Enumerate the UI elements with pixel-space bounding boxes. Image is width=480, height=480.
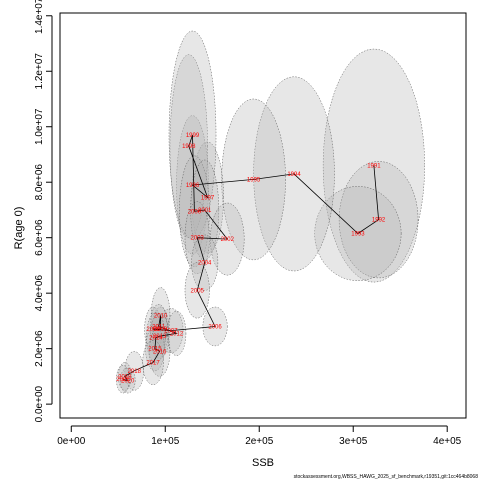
year-label-2013: 2013	[153, 334, 167, 340]
year-label-1998: 1998	[182, 144, 196, 150]
year-label-2019: 2019	[118, 374, 132, 380]
year-label-2002: 2002	[221, 237, 235, 243]
year-label-2011: 2011	[152, 324, 166, 330]
year-label-1997: 1997	[201, 195, 215, 201]
year-label-2012: 2012	[170, 331, 184, 337]
x-tick-label: 3e+05	[339, 436, 368, 447]
year-label-1996: 1996	[186, 183, 200, 189]
year-label-2008: 2008	[146, 327, 160, 333]
x-tick-label: 4e+05	[433, 436, 462, 447]
x-axis-title: SSB	[252, 457, 274, 469]
year-label-2001: 2001	[198, 208, 212, 214]
x-tick-label: 2e+05	[245, 436, 274, 447]
year-label-1993: 1993	[351, 232, 365, 238]
footer-note: stockassessment.org,WBSS_HAWG_2025_sf_be…	[294, 474, 479, 480]
year-label-1992: 1992	[372, 218, 386, 224]
year-label-2007: 2007	[164, 329, 178, 335]
y-tick-label: 1.4e+07	[34, 0, 45, 34]
year-label-2009: 2009	[154, 327, 168, 333]
year-label-1999: 1999	[186, 133, 200, 139]
year-label-2006: 2006	[208, 324, 222, 330]
year-label-2003: 2003	[191, 236, 205, 242]
x-tick-label: 0e+00	[57, 436, 86, 447]
year-label-2021: 2021	[116, 377, 130, 383]
plot-frame	[59, 12, 467, 419]
y-axis: 0.0e+00 2.0e+06 4.0e+06 6.0e+06 8.0e+06 1.0e+…	[34, 0, 53, 422]
y-tick-label: 1.0e+07	[34, 108, 45, 145]
year-label-2016: 2016	[153, 349, 167, 355]
ellipse-1991	[322, 48, 425, 283]
y-tick-label: 1.2e+07	[34, 53, 45, 90]
ellipse-2021	[116, 365, 130, 394]
year-label-2020: 2020	[121, 379, 135, 385]
x-axis: 0e+00 1e+05 2e+05 3e+05 4e+05	[57, 425, 462, 447]
y-tick-label: 6.0e+06	[34, 219, 45, 256]
year-label-2015: 2015	[148, 347, 162, 353]
year-label-2005: 2005	[191, 288, 205, 294]
year-label-1995: 1995	[247, 177, 261, 183]
year-label-2014: 2014	[149, 336, 163, 342]
y-tick-label: 8.0e+06	[34, 164, 45, 201]
trajectory-line	[122, 134, 380, 382]
x-tick-label: 1e+05	[151, 436, 180, 447]
year-label-2010: 2010	[154, 313, 168, 319]
year-label-2004: 2004	[198, 261, 212, 267]
y-axis-title: R(age 0)	[13, 207, 25, 250]
y-tick-label: 2.0e+06	[34, 330, 45, 367]
y-tick-label: 0.0e+00	[34, 385, 45, 422]
y-tick-label: 4.0e+06	[34, 275, 45, 312]
year-label-2000: 2000	[188, 209, 202, 215]
year-label-2017: 2017	[146, 361, 160, 367]
year-label-2018: 2018	[128, 369, 142, 375]
year-label-1991: 1991	[367, 164, 381, 170]
year-label-1994: 1994	[287, 172, 301, 178]
